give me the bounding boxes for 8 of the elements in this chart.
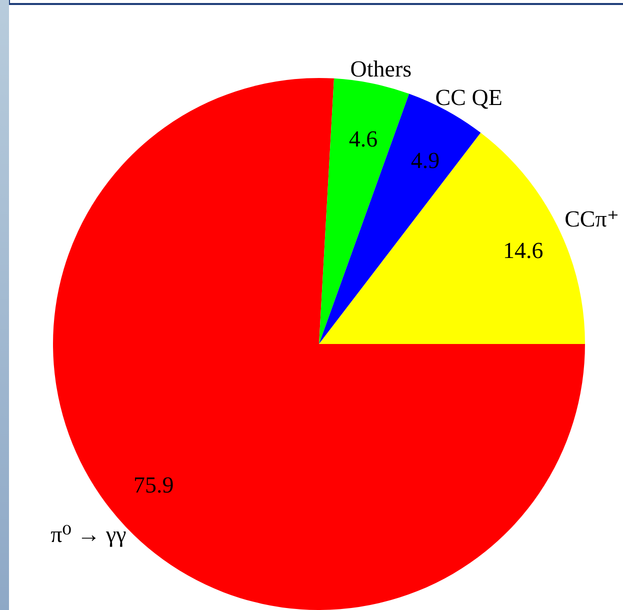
- slice-label: Others: [350, 56, 412, 82]
- data-label: 4.6: [348, 126, 378, 152]
- data-label: 4.9: [410, 148, 440, 173]
- slice-label: CCπ⁺: [564, 206, 620, 232]
- slice-label: CC QE: [435, 84, 502, 110]
- data-label: 14.6: [502, 238, 544, 264]
- slice-label: π⁰ → γγ: [50, 522, 126, 547]
- data-label: 75.9: [133, 472, 174, 498]
